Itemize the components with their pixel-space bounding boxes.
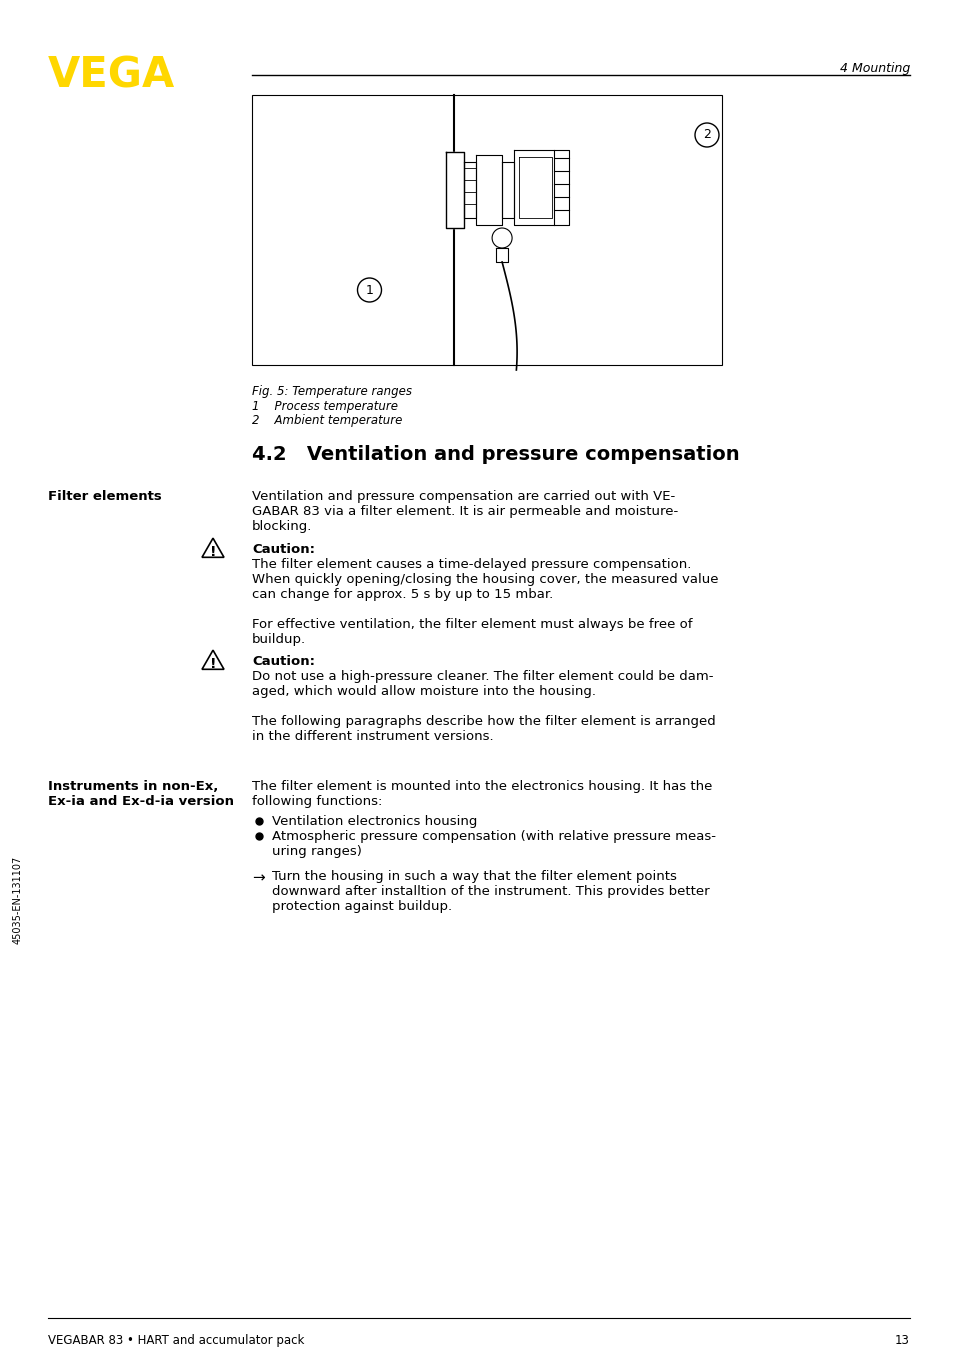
Text: Caution:: Caution: bbox=[252, 543, 314, 556]
Text: Fig. 5: Temperature ranges: Fig. 5: Temperature ranges bbox=[252, 385, 412, 398]
Polygon shape bbox=[496, 248, 508, 263]
Text: Do not use a high-pressure cleaner. The filter element could be dam-: Do not use a high-pressure cleaner. The … bbox=[252, 670, 713, 682]
Text: 4.2   Ventilation and pressure compensation: 4.2 Ventilation and pressure compensatio… bbox=[252, 445, 739, 464]
Text: Caution:: Caution: bbox=[252, 655, 314, 668]
Text: following functions:: following functions: bbox=[252, 795, 382, 808]
Polygon shape bbox=[463, 162, 476, 218]
Text: Instruments in non-Ex,: Instruments in non-Ex, bbox=[48, 780, 218, 793]
Text: The filter element is mounted into the electronics housing. It has the: The filter element is mounted into the e… bbox=[252, 780, 712, 793]
Text: When quickly opening/closing the housing cover, the measured value: When quickly opening/closing the housing… bbox=[252, 573, 718, 586]
Text: GABAR 83 via a filter element. It is air permeable and moisture-: GABAR 83 via a filter element. It is air… bbox=[252, 505, 678, 519]
Text: aged, which would allow moisture into the housing.: aged, which would allow moisture into th… bbox=[252, 685, 596, 699]
Circle shape bbox=[695, 123, 719, 148]
Text: Ventilation electronics housing: Ventilation electronics housing bbox=[272, 815, 476, 829]
Text: For effective ventilation, the filter element must always be free of: For effective ventilation, the filter el… bbox=[252, 617, 692, 631]
Text: Turn the housing in such a way that the filter element points: Turn the housing in such a way that the … bbox=[272, 871, 677, 883]
Text: in the different instrument versions.: in the different instrument versions. bbox=[252, 730, 493, 743]
Text: blocking.: blocking. bbox=[252, 520, 312, 533]
Circle shape bbox=[492, 227, 512, 248]
Polygon shape bbox=[446, 152, 463, 227]
Text: protection against buildup.: protection against buildup. bbox=[272, 900, 452, 913]
Text: Filter elements: Filter elements bbox=[48, 490, 162, 502]
Text: 1: 1 bbox=[365, 283, 373, 297]
Text: Atmospheric pressure compensation (with relative pressure meas-: Atmospheric pressure compensation (with … bbox=[272, 830, 716, 844]
Text: The following paragraphs describe how the filter element is arranged: The following paragraphs describe how th… bbox=[252, 715, 715, 728]
Text: can change for approx. 5 s by up to 15 mbar.: can change for approx. 5 s by up to 15 m… bbox=[252, 588, 553, 601]
Polygon shape bbox=[494, 225, 510, 227]
Polygon shape bbox=[501, 162, 514, 218]
Polygon shape bbox=[514, 150, 569, 225]
Text: uring ranges): uring ranges) bbox=[272, 845, 361, 858]
Text: 45035-EN-131107: 45035-EN-131107 bbox=[13, 856, 23, 944]
Text: 2: 2 bbox=[702, 129, 710, 142]
Text: 13: 13 bbox=[894, 1334, 909, 1347]
Text: VEGABAR 83 • HART and accumulator pack: VEGABAR 83 • HART and accumulator pack bbox=[48, 1334, 304, 1347]
Polygon shape bbox=[518, 157, 552, 218]
Text: 2    Ambient temperature: 2 Ambient temperature bbox=[252, 414, 402, 427]
Bar bbox=[252, 95, 721, 366]
Circle shape bbox=[357, 278, 381, 302]
Text: 1    Process temperature: 1 Process temperature bbox=[252, 399, 397, 413]
Text: !: ! bbox=[210, 657, 216, 672]
Text: !: ! bbox=[210, 544, 216, 559]
Text: →: → bbox=[252, 871, 265, 886]
Text: 4 Mounting: 4 Mounting bbox=[839, 62, 909, 74]
Text: downward after installtion of the instrument. This provides better: downward after installtion of the instru… bbox=[272, 886, 709, 898]
Text: Ex-ia and Ex-d-ia version: Ex-ia and Ex-d-ia version bbox=[48, 795, 233, 808]
Text: VEGA: VEGA bbox=[48, 56, 175, 97]
Text: Ventilation and pressure compensation are carried out with VE-: Ventilation and pressure compensation ar… bbox=[252, 490, 675, 502]
Text: The filter element causes a time-delayed pressure compensation.: The filter element causes a time-delayed… bbox=[252, 558, 691, 571]
Polygon shape bbox=[476, 154, 501, 225]
Text: buildup.: buildup. bbox=[252, 634, 306, 646]
